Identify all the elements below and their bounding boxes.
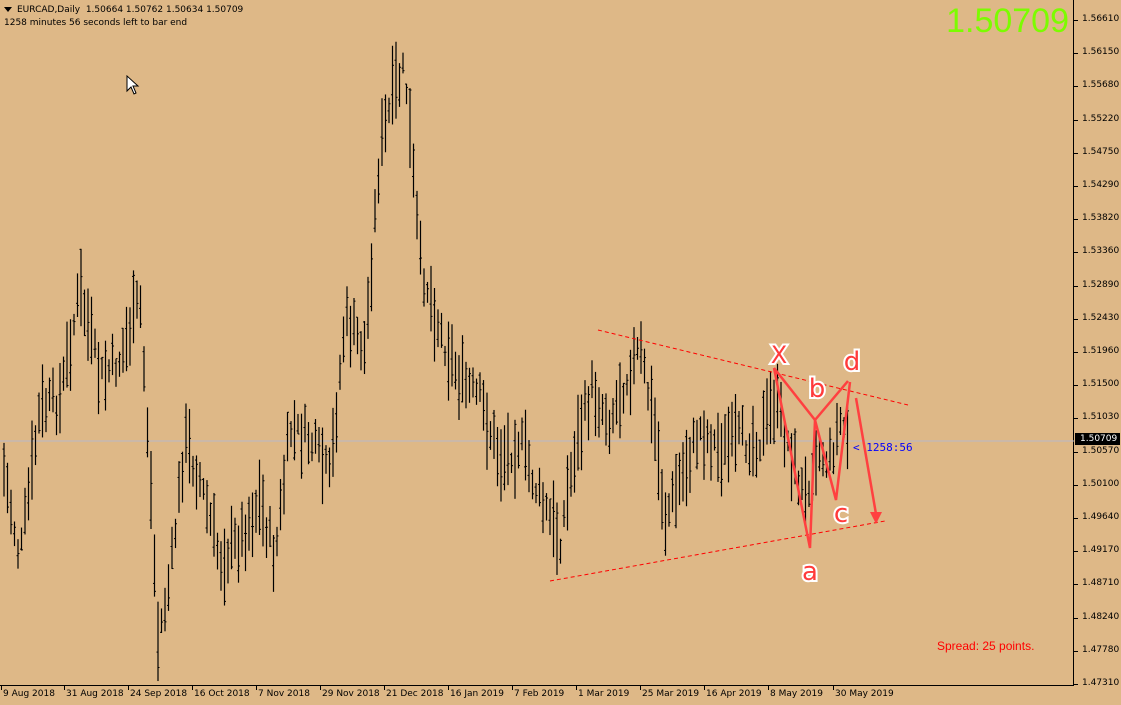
chart-area[interactable] — [0, 0, 1074, 686]
date-tick: 30 May 2019 — [833, 686, 894, 699]
label-b: b — [807, 372, 828, 406]
date-tick: 24 Sep 2018 — [128, 686, 187, 699]
price-tick: 1.52430 — [1074, 313, 1119, 323]
price-tick: 1.53360 — [1074, 246, 1119, 256]
date-tick: 16 Oct 2018 — [192, 686, 250, 699]
date-tick: 16 Jan 2019 — [448, 686, 504, 699]
mouse-cursor-icon — [126, 75, 140, 95]
date-tick: 31 Aug 2018 — [64, 686, 124, 699]
date-tick: 8 May 2019 — [768, 686, 823, 699]
label-d: d — [842, 345, 863, 379]
date-tick: 21 Dec 2018 — [384, 686, 444, 699]
price-tick: 1.48240 — [1074, 612, 1119, 622]
bar-countdown-text: 1258 minutes 56 seconds left to bar end — [4, 18, 188, 28]
pattern-leg-xb[interactable] — [773, 367, 816, 421]
price-tick: 1.54750 — [1074, 147, 1119, 157]
svg-text:a: a — [802, 557, 818, 587]
dropdown-triangle-icon[interactable] — [4, 7, 12, 12]
pattern-leg-bd[interactable] — [814, 380, 849, 421]
projection-arrow-line[interactable] — [854, 397, 878, 515]
label-x: X — [769, 339, 789, 371]
ohlc-bars — [2, 41, 849, 682]
ascending-trendline[interactable] — [549, 520, 886, 582]
price-tick: 1.47310 — [1074, 678, 1119, 688]
price-tick: 1.51030 — [1074, 412, 1119, 422]
price-tick: 1.54290 — [1074, 180, 1119, 190]
big-price-display: 1.50709 — [946, 2, 1069, 40]
arrow-head-icon — [870, 512, 882, 524]
price-tick: 1.49170 — [1074, 545, 1119, 555]
price-tick: 1.51500 — [1074, 379, 1119, 389]
price-tick: 1.50570 — [1074, 446, 1119, 456]
chart-header: EURCAD,Daily 1.50664 1.50762 1.50634 1.5… — [4, 4, 243, 30]
date-tick: 25 Mar 2019 — [640, 686, 699, 699]
price-tick: 1.51960 — [1074, 346, 1119, 356]
current-price-tag: 1.50709 — [1075, 433, 1121, 445]
price-tick: 1.55220 — [1074, 114, 1119, 124]
price-tick: 1.47780 — [1074, 645, 1119, 655]
price-tick: 1.56150 — [1074, 47, 1119, 57]
date-tick: 9 Aug 2018 — [1, 686, 55, 699]
ohlc-values: 1.50664 1.50762 1.50634 1.50709 — [85, 5, 244, 15]
price-tick: 1.48710 — [1074, 578, 1119, 588]
price-axis[interactable]: 1.56610 1.56150 1.55680 1.55220 1.54750 1.542… — [1074, 0, 1121, 705]
bar-timer-label: < 1258:56 — [853, 441, 913, 454]
label-c: c — [832, 497, 850, 531]
svg-text:c: c — [834, 499, 848, 529]
time-axis[interactable]: 9 Aug 2018 31 Aug 2018 24 Sep 2018 16 Oct 2… — [0, 686, 1074, 705]
price-tick: 1.49640 — [1074, 512, 1119, 522]
date-tick: 29 Nov 2018 — [320, 686, 380, 699]
price-tick: 1.52890 — [1074, 280, 1119, 290]
date-tick: 7 Nov 2018 — [256, 686, 310, 699]
label-a: a — [800, 555, 820, 589]
price-plot: X a b c d — [0, 41, 1074, 682]
svg-text:b: b — [809, 374, 826, 404]
spread-label: Spread: 25 points. — [937, 639, 1035, 653]
price-tick: 1.53820 — [1074, 213, 1119, 223]
date-tick: 16 Apr 2019 — [704, 686, 762, 699]
symbol-label: EURCAD,Daily — [17, 5, 81, 15]
svg-text:d: d — [844, 347, 861, 377]
price-tick: 1.56610 — [1074, 14, 1119, 24]
date-tick: 7 Feb 2019 — [512, 686, 564, 699]
price-tick: 1.50100 — [1074, 479, 1119, 489]
svg-text:X: X — [771, 341, 787, 369]
date-tick: 1 Mar 2019 — [576, 686, 629, 699]
price-tick: 1.55680 — [1074, 80, 1119, 90]
